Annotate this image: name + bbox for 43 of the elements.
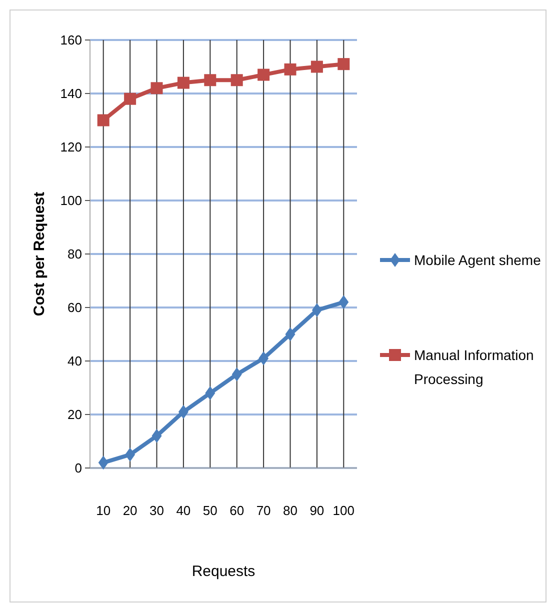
y-tick-label: 100	[60, 193, 82, 208]
x-tick-label: 10	[96, 503, 111, 518]
x-tick-label: 40	[176, 503, 191, 518]
point	[284, 63, 296, 76]
point	[258, 351, 269, 366]
point	[150, 82, 163, 94]
x-axis-title: Requests	[192, 563, 256, 580]
point	[152, 428, 162, 443]
legend-label: Manual Information Processing	[414, 346, 534, 387]
point	[97, 114, 110, 126]
point	[285, 327, 296, 342]
x-tick-label: 60	[230, 503, 244, 518]
point	[338, 58, 350, 70]
y-tick-label: 60	[68, 300, 82, 316]
y-tick-label: 40	[68, 354, 82, 369]
point	[258, 68, 270, 81]
y-tick-label: 120	[60, 140, 82, 155]
y-tick-label: 20	[68, 407, 82, 422]
x-tick-label: 30	[150, 503, 164, 518]
point	[177, 76, 190, 89]
legend-label: Mobile Agent sheme	[414, 252, 542, 268]
x-tick-label: 20	[122, 503, 138, 518]
point	[205, 386, 216, 400]
point	[178, 404, 188, 419]
point	[124, 92, 136, 105]
point	[98, 456, 108, 470]
y-axis-title: Cost per Request	[31, 192, 48, 316]
y-tick-label: 0	[74, 460, 82, 476]
point	[232, 367, 242, 382]
point	[125, 448, 136, 462]
x-tick-label: 70	[256, 503, 271, 518]
point	[312, 303, 322, 318]
point	[310, 60, 323, 73]
y-tick-label: 160	[60, 32, 82, 48]
x-tick-label: 100	[332, 503, 354, 518]
point	[230, 74, 243, 86]
y-tick-label: 80	[68, 246, 82, 262]
point	[204, 74, 216, 86]
x-tick-label: 50	[202, 503, 218, 518]
y-tick-label: 140	[60, 86, 82, 102]
x-tick-label: 90	[310, 503, 324, 518]
x-tick-label: 80	[283, 503, 298, 518]
point	[338, 295, 349, 310]
